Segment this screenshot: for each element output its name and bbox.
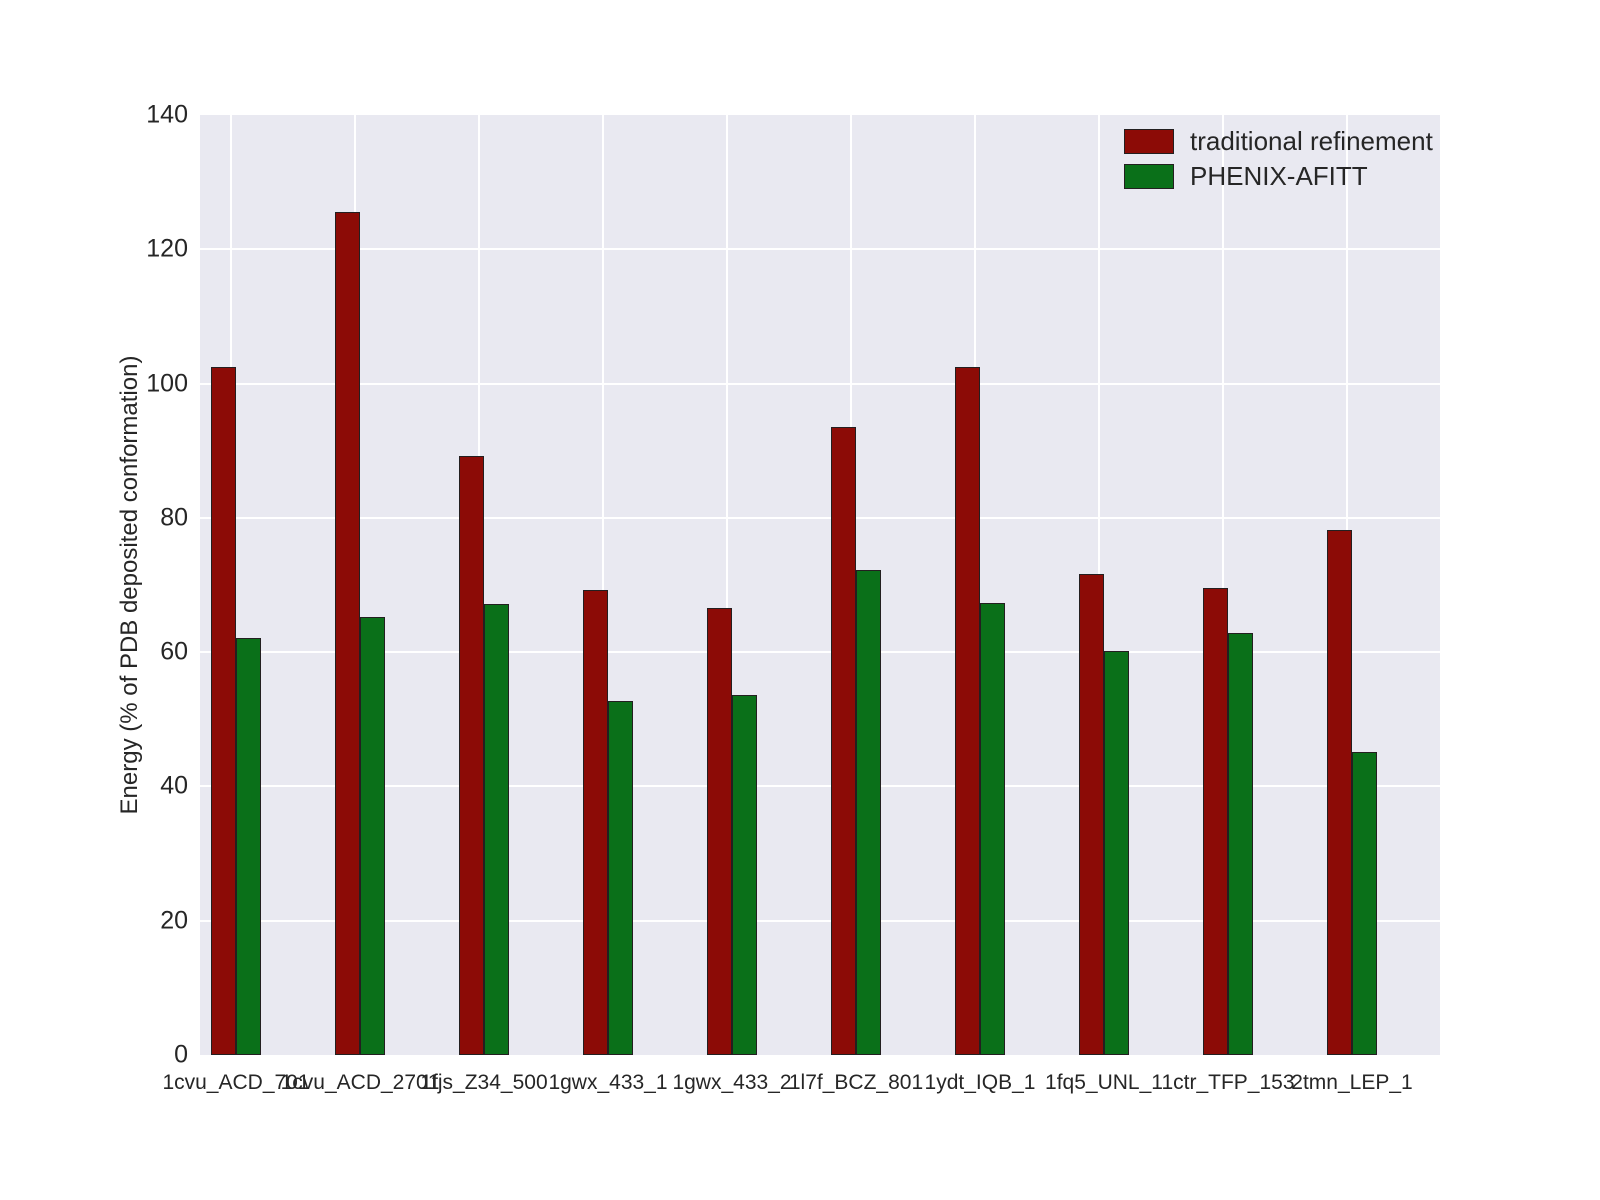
bar-traditional-refinement — [1327, 529, 1352, 1055]
plot-area — [200, 115, 1440, 1055]
gridline-horizontal — [200, 382, 1440, 385]
bar-phenix-afitt — [1228, 633, 1253, 1055]
y-axis-tick-80: 80 — [160, 503, 188, 532]
x-axis-tick-1gwx_433_1: 1gwx_433_1 — [548, 1071, 668, 1094]
bar-traditional-refinement — [1203, 587, 1228, 1055]
y-axis-label-container: Energy (% of PDB deposited conformation) — [116, 115, 146, 1055]
bar-phenix-afitt — [484, 604, 509, 1055]
bar-phenix-afitt — [360, 617, 385, 1055]
x-axis-tick-1fjs_Z34_500: 1fjs_Z34_500 — [420, 1071, 548, 1094]
y-axis-tick-0: 0 — [174, 1040, 188, 1069]
x-axis-tick-1l7f_BCZ_801: 1l7f_BCZ_801 — [788, 1071, 924, 1094]
bar-traditional-refinement — [707, 607, 732, 1055]
y-axis-tick-140: 140 — [146, 100, 188, 129]
legend-swatch-icon — [1124, 163, 1174, 189]
bar-phenix-afitt — [1352, 751, 1377, 1055]
legend-label: PHENIX-AFITT — [1190, 161, 1368, 191]
x-axis-tick-1cvu_ACD_701: 1cvu_ACD_701 — [162, 1071, 310, 1094]
y-axis-tick-100: 100 — [146, 369, 188, 398]
gridline-horizontal — [200, 785, 1440, 788]
y-axis-tick-60: 60 — [160, 637, 188, 666]
x-axis-tick-1ctr_TFP_153: 1ctr_TFP_153 — [1161, 1071, 1295, 1094]
gridline-vertical — [1222, 115, 1225, 1055]
bar-traditional-refinement — [583, 589, 608, 1055]
gridline-horizontal — [200, 248, 1440, 251]
legend-item-traditional-refinement: traditional refinement — [1124, 128, 1433, 154]
y-axis-tick-20: 20 — [160, 906, 188, 935]
legend: traditional refinement PHENIX-AFITT — [1124, 128, 1433, 189]
legend-label: traditional refinement — [1190, 126, 1433, 156]
y-axis-label: Energy (% of PDB deposited conformation) — [116, 355, 143, 815]
gridline-horizontal — [200, 919, 1440, 922]
legend-swatch-icon — [1124, 128, 1174, 154]
bar-traditional-refinement — [1079, 574, 1104, 1055]
bar-traditional-refinement — [955, 366, 980, 1055]
bar-phenix-afitt — [856, 569, 881, 1055]
x-axis-tick-2tmn_LEP_1: 2tmn_LEP_1 — [1291, 1071, 1413, 1094]
bar-traditional-refinement — [335, 212, 360, 1055]
bar-traditional-refinement — [459, 456, 484, 1055]
y-axis-tick-40: 40 — [160, 771, 188, 800]
bar-phenix-afitt — [1104, 651, 1129, 1055]
bar-phenix-afitt — [980, 603, 1005, 1055]
bar-traditional-refinement — [211, 366, 236, 1055]
x-axis-tick-1ydt_IQB_1: 1ydt_IQB_1 — [924, 1071, 1036, 1094]
x-axis-tick-1cvu_ACD_2701: 1cvu_ACD_2701 — [280, 1071, 440, 1094]
x-axis-tick-1gwx_433_2: 1gwx_433_2 — [672, 1071, 792, 1094]
gridline-horizontal — [200, 516, 1440, 519]
bar-phenix-afitt — [732, 695, 757, 1055]
gridline-horizontal — [200, 651, 1440, 654]
bar-traditional-refinement — [831, 427, 856, 1055]
gridline-vertical — [602, 115, 605, 1055]
bar-phenix-afitt — [608, 700, 633, 1055]
legend-item-phenix-afitt: PHENIX-AFITT — [1124, 163, 1433, 189]
gridline-vertical — [726, 115, 729, 1055]
y-axis-tick-120: 120 — [146, 234, 188, 263]
bar-phenix-afitt — [236, 638, 261, 1055]
x-axis-tick-1fq5_UNL_1: 1fq5_UNL_1 — [1045, 1071, 1163, 1094]
